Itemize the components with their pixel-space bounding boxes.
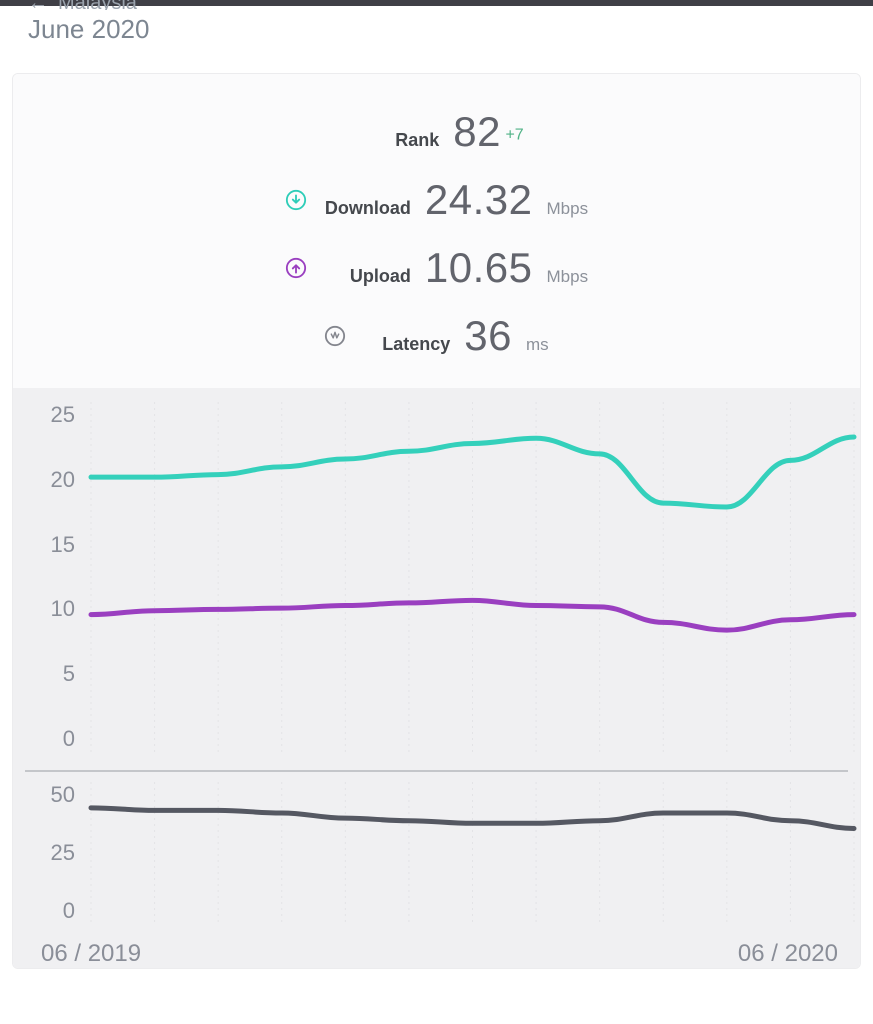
latency-unit: ms [526, 335, 549, 355]
rank-delta: +7 [505, 127, 523, 144]
download-value: 24.32 [425, 176, 533, 224]
main-panel: Rank 82 +7 Download 24.32 Mbps [12, 73, 861, 969]
upload-value: 10.65 [425, 244, 533, 292]
latency-chart: 50 25 0 [13, 772, 860, 934]
download-unit: Mbps [547, 199, 589, 219]
y-tick: 0 [63, 898, 75, 924]
page-header: ← Malaysia June 2020 [0, 0, 873, 63]
x-axis-end: 06 / 2020 [738, 940, 838, 968]
stat-upload: Upload 10.65 Mbps [13, 244, 860, 292]
rank-value: 82 [453, 108, 501, 155]
stat-rank: Rank 82 +7 [13, 108, 860, 156]
y-tick: 0 [63, 726, 75, 752]
back-arrow-icon[interactable]: ← [28, 0, 48, 10]
latency-plot [83, 772, 861, 934]
latency-y-axis: 50 25 0 [13, 772, 83, 934]
latency-icon [324, 325, 346, 347]
rank-label: Rank [349, 130, 439, 151]
speed-plot [83, 392, 861, 762]
upload-icon [285, 257, 307, 279]
charts-area: 2520151050 50250 06 / 2019 06 / 2020 [13, 388, 860, 968]
upload-label: Upload [321, 266, 411, 287]
speed-chart: 25 20 15 10 5 0 [13, 392, 860, 762]
page-subtitle: June 2020 [28, 14, 845, 45]
stats-block: Rank 82 +7 Download 24.32 Mbps [13, 74, 860, 388]
download-icon [285, 189, 307, 211]
y-tick: 20 [51, 467, 75, 493]
breadcrumb[interactable]: ← Malaysia [28, 0, 845, 10]
latency-value: 36 [464, 312, 512, 360]
y-tick: 25 [51, 402, 75, 428]
x-axis-start: 06 / 2019 [41, 940, 141, 968]
y-tick: 15 [51, 532, 75, 558]
speed-y-axis: 25 20 15 10 5 0 [13, 392, 83, 762]
latency-label: Latency [360, 334, 450, 355]
y-tick: 10 [51, 596, 75, 622]
stat-latency: Latency 36 ms [13, 312, 860, 360]
y-tick: 25 [51, 840, 75, 866]
country-name: Malaysia [58, 0, 137, 10]
stat-download: Download 24.32 Mbps [13, 176, 860, 224]
download-label: Download [321, 198, 411, 219]
x-axis: 06 / 2019 06 / 2020 [13, 934, 860, 968]
upload-unit: Mbps [547, 267, 589, 287]
y-tick: 5 [63, 661, 75, 687]
y-tick: 50 [51, 782, 75, 808]
